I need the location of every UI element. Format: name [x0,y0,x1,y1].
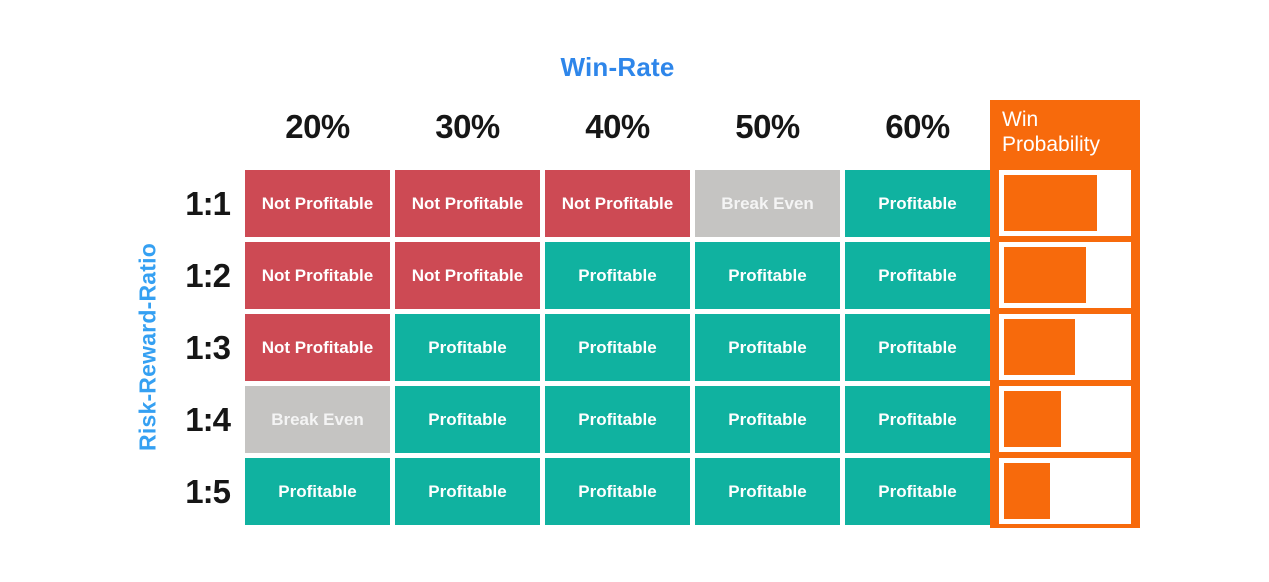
row-label-1-1: 1:1 [185,184,231,222]
matrix-cell: Profitable [845,314,990,381]
matrix-cell: Profitable [695,458,840,525]
win-probability-track-4 [999,386,1131,452]
matrix-cell: Profitable [395,458,540,525]
matrix-cell: Profitable [545,242,690,309]
row-label-1-3: 1:3 [185,328,231,366]
column-header-60: 60% [885,108,950,145]
matrix-cell: Not Profitable [245,170,390,237]
matrix-cell: Profitable [395,314,540,381]
win-probability-panel: Win Probability [990,100,1140,528]
win-probability-bar-5 [1004,463,1051,519]
row-label-1-4: 1:4 [185,400,231,438]
win-probability-track-5 [999,458,1131,524]
column-header-30: 30% [435,108,500,145]
matrix-cell: Not Profitable [245,314,390,381]
matrix-cell: Profitable [695,314,840,381]
matrix-cell: Profitable [695,386,840,453]
column-headers: 20% 30% 40% 50% 60% [245,108,990,146]
matrix-cell: Profitable [845,458,990,525]
row-label-1-5: 1:5 [185,472,231,510]
matrix-cell: Break Even [695,170,840,237]
win-probability-bar-4 [1004,391,1062,447]
matrix-cell: Profitable [845,386,990,453]
matrix-cell: Not Profitable [545,170,690,237]
matrix-cell: Profitable [545,458,690,525]
matrix-cell: Not Profitable [395,242,540,309]
win-probability-bar-3 [1004,319,1075,375]
win-probability-bar-2 [1004,247,1086,303]
matrix-cell: Profitable [845,170,990,237]
win-probability-track-3 [999,314,1131,380]
win-probability-track-2 [999,242,1131,308]
matrix-grid: Not Profitable Not Profitable Not Profit… [245,170,990,525]
matrix-cell: Profitable [395,386,540,453]
matrix-cell: Profitable [545,386,690,453]
row-label-1-2: 1:2 [185,256,231,294]
matrix-cell: Not Profitable [395,170,540,237]
matrix-cell: Break Even [245,386,390,453]
win-probability-bar-1 [1004,175,1097,231]
matrix-cell: Profitable [845,242,990,309]
column-header-40: 40% [585,108,650,145]
win-probability-track-1 [999,170,1131,236]
win-probability-header: Win Probability [1002,108,1101,156]
column-header-20: 20% [285,108,350,145]
matrix-cell: Profitable [245,458,390,525]
matrix-cell: Not Profitable [245,242,390,309]
row-labels: 1:1 1:2 1:3 1:4 1:5 [120,170,231,525]
matrix-cell: Profitable [545,314,690,381]
chart-title: Win-Rate [560,52,675,82]
matrix-cell: Profitable [695,242,840,309]
column-header-50: 50% [735,108,800,145]
